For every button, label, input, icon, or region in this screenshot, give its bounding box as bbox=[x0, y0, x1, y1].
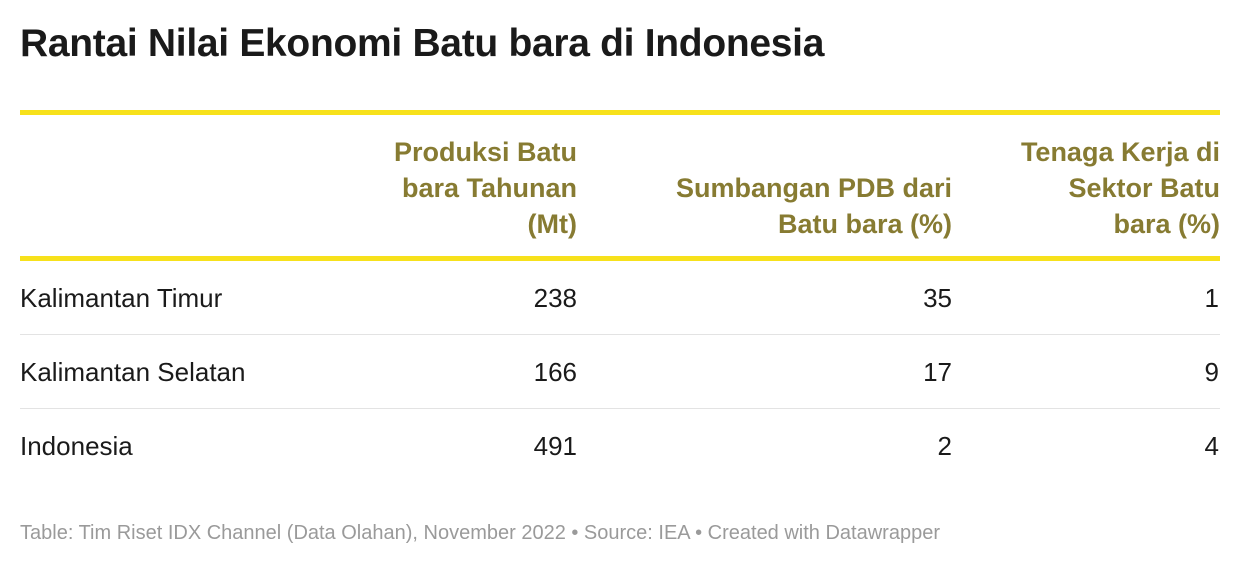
cell-value: 491 bbox=[533, 431, 577, 461]
row-label: Indonesia bbox=[20, 431, 133, 461]
cell-value: 2 bbox=[937, 431, 952, 461]
column-header-text: Tenaga Kerja di Sektor Batu bara (%) bbox=[1020, 137, 1220, 239]
header-rule bbox=[20, 256, 1220, 261]
cell-value: 4 bbox=[1204, 431, 1219, 461]
column-header-text: Sumbangan PDB dari Batu bara (%) bbox=[675, 173, 952, 239]
row-label: Kalimantan Selatan bbox=[20, 357, 246, 387]
column-header: Produksi Batu bara Tahunan (Mt) bbox=[367, 130, 577, 242]
cell-value: 238 bbox=[533, 283, 577, 313]
cell-value: 35 bbox=[923, 283, 952, 313]
cell-value: 17 bbox=[923, 357, 952, 387]
row-label: Kalimantan Timur bbox=[20, 283, 223, 313]
column-header: Tenaga Kerja di Sektor Batu bara (%) bbox=[1014, 130, 1220, 242]
row-separator bbox=[20, 408, 1220, 409]
cell-value: 9 bbox=[1204, 357, 1219, 387]
row-separator bbox=[20, 334, 1220, 335]
cell-value: 166 bbox=[533, 357, 577, 387]
header-rule bbox=[20, 110, 1220, 115]
column-header-text: Produksi Batu bara Tahunan (Mt) bbox=[393, 137, 577, 239]
column-header: Sumbangan PDB dari Batu bara (%) bbox=[642, 130, 952, 242]
title: Rantai Nilai Ekonomi Batu bara di Indone… bbox=[20, 22, 825, 65]
footer: Table: Tim Riset IDX Channel (Data Olaha… bbox=[20, 522, 940, 544]
cell-value: 1 bbox=[1204, 283, 1219, 313]
